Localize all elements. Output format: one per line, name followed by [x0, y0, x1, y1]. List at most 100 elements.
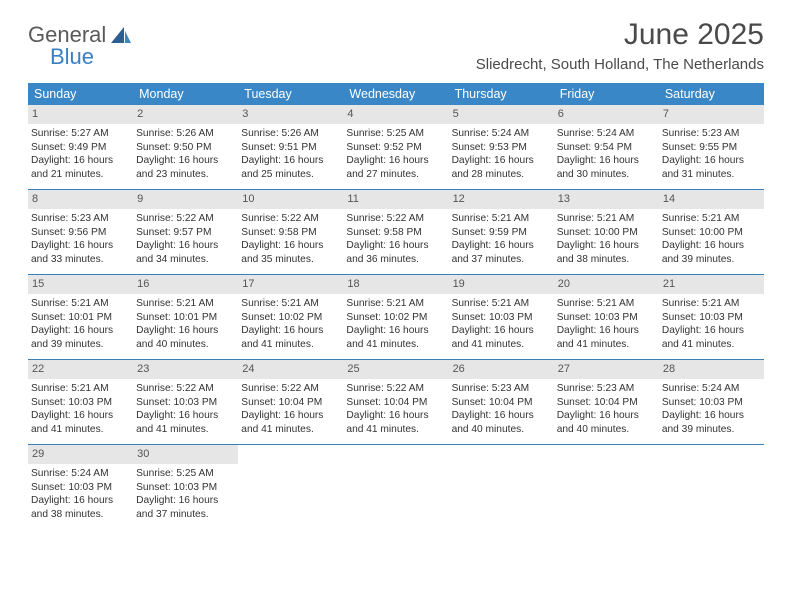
day-daylight: Daylight: 16 hours and 40 minutes. [136, 324, 235, 352]
day-number: 23 [133, 360, 238, 379]
day-number: 2 [133, 105, 238, 124]
day-sunset: Sunset: 10:01 PM [136, 311, 235, 325]
day-sunset: Sunset: 10:00 PM [557, 226, 656, 240]
day-cell [449, 445, 554, 529]
day-number: 17 [238, 275, 343, 294]
day-sunrise: Sunrise: 5:21 AM [31, 382, 130, 396]
day-cell: 15Sunrise: 5:21 AMSunset: 10:01 PMDaylig… [28, 275, 133, 359]
day-cell: 25 Sunrise: 5:22 AMSunset: 10:04 PMDaylig… [343, 360, 448, 444]
page-subtitle: Sliedrecht, South Holland, The Netherlan… [476, 56, 764, 73]
day-cell: 17Sunrise: 5:21 AMSunset: 10:02 PMDaylig… [238, 275, 343, 359]
day-number: 14 [659, 190, 764, 209]
day-sunrise: Sunrise: 5:22 AM [136, 212, 235, 226]
day-cell: 7Sunrise: 5:23 AMSunset: 9:55 PMDaylight… [659, 105, 764, 189]
day-cell: 28Sunrise: 5:24 AMSunset: 10:03 PMDaylig… [659, 360, 764, 444]
day-sunset: Sunset: 10:02 PM [241, 311, 340, 325]
day-header-mon: Monday [133, 83, 238, 105]
day-daylight: Daylight: 16 hours and 41 minutes. [346, 409, 445, 437]
day-number: 27 [554, 360, 659, 379]
day-sunrise: Sunrise: 5:22 AM [346, 382, 445, 396]
day-number: 22 [28, 360, 133, 379]
day-sunset: Sunset: 9:49 PM [31, 141, 130, 155]
day-daylight: Daylight: 16 hours and 41 minutes. [557, 324, 656, 352]
day-cell: 10Sunrise: 5:22 AMSunset: 9:58 PMDayligh… [238, 190, 343, 274]
day-header-sat: Saturday [659, 83, 764, 105]
day-sunrise: Sunrise: 5:21 AM [346, 297, 445, 311]
day-cell: 19Sunrise: 5:21 AMSunset: 10:03 PMDaylig… [449, 275, 554, 359]
day-cell: 6Sunrise: 5:24 AMSunset: 9:54 PMDaylight… [554, 105, 659, 189]
day-cell: 9Sunrise: 5:22 AMSunset: 9:57 PMDaylight… [133, 190, 238, 274]
day-number: 26 [449, 360, 554, 379]
day-daylight: Daylight: 16 hours and 34 minutes. [136, 239, 235, 267]
day-sunrise: Sunrise: 5:26 AM [136, 127, 235, 141]
weeks-container: 1Sunrise: 5:27 AMSunset: 9:49 PMDaylight… [28, 105, 764, 529]
day-sunrise: Sunrise: 5:21 AM [452, 212, 551, 226]
day-number: 7 [659, 105, 764, 124]
day-sunset: Sunset: 9:53 PM [452, 141, 551, 155]
day-cell: 1Sunrise: 5:27 AMSunset: 9:49 PMDaylight… [28, 105, 133, 189]
day-sunset: Sunset: 10:03 PM [31, 481, 130, 495]
week-row: 1Sunrise: 5:27 AMSunset: 9:49 PMDaylight… [28, 105, 764, 190]
day-daylight: Daylight: 16 hours and 40 minutes. [452, 409, 551, 437]
day-number: 25 [343, 360, 448, 379]
day-daylight: Daylight: 16 hours and 31 minutes. [662, 154, 761, 182]
day-sunrise: Sunrise: 5:21 AM [557, 212, 656, 226]
week-row: 22Sunrise: 5:21 AMSunset: 10:03 PMDaylig… [28, 360, 764, 445]
day-daylight: Daylight: 16 hours and 40 minutes. [557, 409, 656, 437]
week-row: 29Sunrise: 5:24 AMSunset: 10:03 PMDaylig… [28, 445, 764, 529]
day-number: 1 [28, 105, 133, 124]
day-daylight: Daylight: 16 hours and 25 minutes. [241, 154, 340, 182]
week-row: 8Sunrise: 5:23 AMSunset: 9:56 PMDaylight… [28, 190, 764, 275]
day-daylight: Daylight: 16 hours and 23 minutes. [136, 154, 235, 182]
day-number: 5 [449, 105, 554, 124]
day-daylight: Daylight: 16 hours and 41 minutes. [241, 324, 340, 352]
day-cell: 8Sunrise: 5:23 AMSunset: 9:56 PMDaylight… [28, 190, 133, 274]
day-sunset: Sunset: 10:03 PM [557, 311, 656, 325]
day-daylight: Daylight: 16 hours and 41 minutes. [662, 324, 761, 352]
day-sunset: Sunset: 10:03 PM [662, 396, 761, 410]
day-sunrise: Sunrise: 5:21 AM [136, 297, 235, 311]
day-daylight: Daylight: 16 hours and 41 minutes. [452, 324, 551, 352]
day-daylight: Daylight: 16 hours and 39 minutes. [662, 409, 761, 437]
day-sunset: Sunset: 9:59 PM [452, 226, 551, 240]
day-sunrise: Sunrise: 5:22 AM [346, 212, 445, 226]
calendar-page: General June 2025 Sliedrecht, South Holl… [0, 0, 792, 529]
day-sunrise: Sunrise: 5:23 AM [452, 382, 551, 396]
header: General June 2025 Sliedrecht, South Holl… [28, 18, 764, 73]
day-sunrise: Sunrise: 5:23 AM [662, 127, 761, 141]
day-sunrise: Sunrise: 5:24 AM [31, 467, 130, 481]
day-cell: 23Sunrise: 5:22 AMSunset: 10:03 PMDaylig… [133, 360, 238, 444]
day-cell: 14Sunrise: 5:21 AMSunset: 10:00 PMDaylig… [659, 190, 764, 274]
day-number: 4 [343, 105, 448, 124]
day-cell [238, 445, 343, 529]
day-daylight: Daylight: 16 hours and 41 minutes. [31, 409, 130, 437]
day-sunset: Sunset: 9:54 PM [557, 141, 656, 155]
day-daylight: Daylight: 16 hours and 21 minutes. [31, 154, 130, 182]
title-block: June 2025 Sliedrecht, South Holland, The… [476, 18, 764, 73]
day-number: 19 [449, 275, 554, 294]
day-header-tue: Tuesday [238, 83, 343, 105]
day-cell: 5Sunrise: 5:24 AMSunset: 9:53 PMDaylight… [449, 105, 554, 189]
day-cell: 18Sunrise: 5:21 AMSunset: 10:02 PMDaylig… [343, 275, 448, 359]
day-header-sun: Sunday [28, 83, 133, 105]
day-cell [554, 445, 659, 529]
day-number: 15 [28, 275, 133, 294]
day-number: 11 [343, 190, 448, 209]
day-sunset: Sunset: 9:58 PM [346, 226, 445, 240]
day-number: 30 [133, 445, 238, 464]
day-daylight: Daylight: 16 hours and 41 minutes. [136, 409, 235, 437]
day-number: 13 [554, 190, 659, 209]
day-sunrise: Sunrise: 5:23 AM [557, 382, 656, 396]
day-sunset: Sunset: 10:04 PM [346, 396, 445, 410]
day-cell: 3Sunrise: 5:26 AMSunset: 9:51 PMDaylight… [238, 105, 343, 189]
day-daylight: Daylight: 16 hours and 41 minutes. [346, 324, 445, 352]
day-number: 12 [449, 190, 554, 209]
day-sunset: Sunset: 9:51 PM [241, 141, 340, 155]
day-number: 9 [133, 190, 238, 209]
day-number: 18 [343, 275, 448, 294]
day-daylight: Daylight: 16 hours and 30 minutes. [557, 154, 656, 182]
day-sunrise: Sunrise: 5:24 AM [662, 382, 761, 396]
day-number: 24 [238, 360, 343, 379]
day-sunrise: Sunrise: 5:25 AM [136, 467, 235, 481]
logo-sail-icon [110, 25, 132, 45]
